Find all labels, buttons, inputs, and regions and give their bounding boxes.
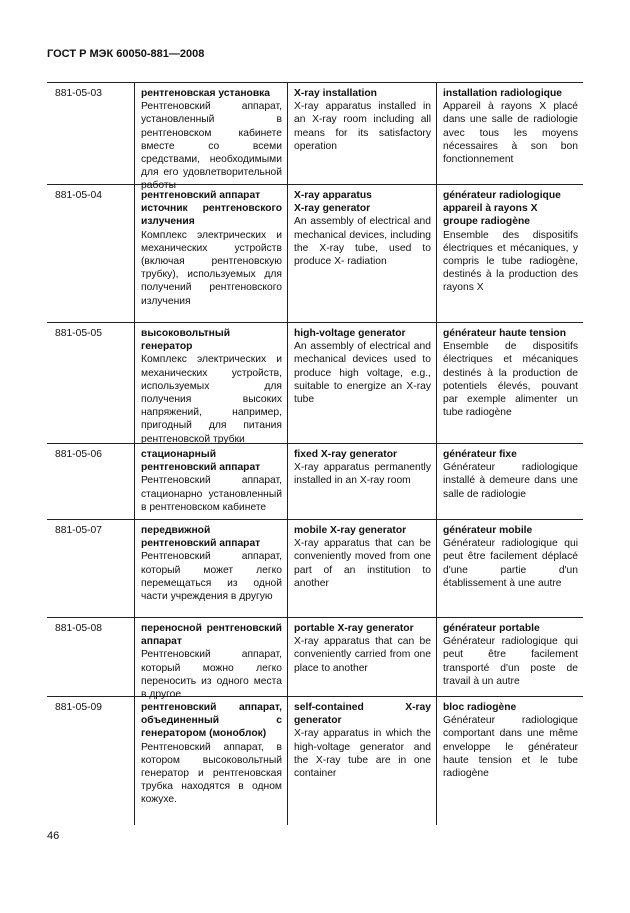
fr-cell: générateur fixe Générateur radiologique i… bbox=[437, 444, 583, 519]
term: self-contained X-ray generator bbox=[294, 702, 431, 727]
table-row: 881-05-05 высоковольтный генератор Комплек… bbox=[47, 323, 583, 445]
definition: Générateur radiologique comportant dans … bbox=[443, 715, 578, 780]
term: groupe radiogène bbox=[443, 216, 530, 228]
definition: Комплекс электрических и механических ус… bbox=[141, 229, 282, 307]
term: générateur portable bbox=[443, 623, 540, 634]
fr-cell: bloc radiogène Générateur radiologique co… bbox=[437, 697, 583, 825]
fr-cell: générateur radiologique appareil à rayons… bbox=[437, 185, 583, 322]
table-row: 881-05-08 переносной рентгеновский аппара… bbox=[47, 618, 583, 700]
en-cell: portable X-ray generator X-ray apparatus … bbox=[288, 618, 437, 696]
fr-cell: générateur mobile Générateur radiologique… bbox=[437, 520, 583, 617]
definition: X-ray apparatus that can be conveniently… bbox=[294, 636, 431, 674]
term: portable X-ray generator bbox=[294, 623, 414, 634]
term-table: 881-05-03 рентгеновская установка Рентгено… bbox=[47, 82, 583, 825]
term-code: 881-05-04 bbox=[47, 185, 135, 322]
table-row: 881-05-09 рентгеновский аппарат, объедине… bbox=[47, 697, 583, 825]
table-row: 881-05-04 рентгеновский аппарат источник р… bbox=[47, 185, 583, 323]
definition: Рентгеновский аппарат, который можно лег… bbox=[141, 649, 282, 701]
header-title: ГОСТ Р МЭК 60050-881—2008 bbox=[47, 48, 205, 60]
ru-cell: рентгеновский аппарат, объединенный с ге… bbox=[135, 697, 288, 825]
definition: An assembly of electrical and mechanical… bbox=[294, 341, 431, 406]
term: X-ray apparatus bbox=[294, 190, 372, 201]
term: générateur haute tension bbox=[443, 328, 567, 339]
definition: Ensemble de dispositifs électriques et m… bbox=[443, 341, 578, 419]
definition: Générateur radiologique qui peut être fa… bbox=[443, 636, 578, 687]
fr-cell: installation radiologique Appareil à rayo… bbox=[437, 83, 583, 184]
term: рентгеновский аппарат bbox=[141, 190, 261, 201]
definition: Рентгеновский аппарат, установленный в р… bbox=[141, 101, 282, 192]
definition: Ensemble des dispositifs électriques et … bbox=[443, 229, 578, 294]
term: high-voltage generator bbox=[294, 328, 406, 339]
term-code: 881-05-03 bbox=[47, 83, 135, 184]
definition: Рентгеновский аппарат, который может лег… bbox=[141, 551, 282, 603]
definition: Рентгеновский аппарат, стационарно устан… bbox=[141, 475, 282, 513]
ru-cell: стационарный рентгеновский аппарат Рентге… bbox=[135, 444, 288, 519]
term: bloc radiogène bbox=[443, 702, 517, 713]
en-cell: fixed X-ray generator X-ray apparatus per… bbox=[288, 444, 437, 519]
definition: An assembly of electrical and mechanical… bbox=[294, 216, 431, 268]
en-cell: high-voltage generator An assembly of ele… bbox=[288, 323, 437, 443]
term: X-ray generator bbox=[294, 203, 371, 215]
term-code: 881-05-08 bbox=[47, 618, 135, 696]
definition: X-ray apparatus installed in an X-ray ro… bbox=[294, 101, 431, 152]
term: installation radiologique bbox=[443, 88, 562, 99]
term: источник рентгеновского излучения bbox=[141, 203, 282, 228]
definition: Appareil à rayons X placé dans une salle… bbox=[443, 101, 578, 166]
term: X-ray installation bbox=[294, 88, 377, 99]
table-row: 881-05-03 рентгеновская установка Рентгено… bbox=[47, 83, 583, 191]
definition: X-ray apparatus in which the high-voltag… bbox=[294, 728, 431, 780]
term: рентгеновский аппарат, объединенный с ге… bbox=[141, 702, 282, 740]
definition: X-ray apparatus permanently installed in… bbox=[294, 462, 431, 487]
en-cell: X-ray apparatus X-ray generator An assembl… bbox=[288, 185, 437, 322]
term: рентгеновская установка bbox=[141, 88, 271, 99]
definition: X-ray apparatus that can be conveniently… bbox=[294, 538, 431, 589]
term: стационарный рентгеновский аппарат bbox=[141, 449, 261, 474]
term: высоковольтный генератор bbox=[141, 328, 231, 353]
ru-cell: передвижной рентгеновский аппарат Рентген… bbox=[135, 520, 288, 617]
term: mobile X-ray generator bbox=[294, 525, 407, 536]
fr-cell: générateur haute tension Ensemble de disp… bbox=[437, 323, 583, 443]
fr-cell: générateur portable Générateur radiologiq… bbox=[437, 618, 583, 696]
term: générateur radiologique bbox=[443, 190, 561, 201]
page-number: 46 bbox=[47, 830, 60, 842]
en-cell: X-ray installation X-ray apparatus instal… bbox=[288, 83, 437, 184]
table-row: 881-05-06 стационарный рентгеновский аппа… bbox=[47, 444, 583, 520]
term-code: 881-05-07 bbox=[47, 520, 135, 617]
term: переносной рентгеновский аппарат bbox=[141, 623, 282, 648]
term-code: 881-05-05 bbox=[47, 323, 135, 443]
definition: Комплекс электрических и механических ус… bbox=[141, 354, 282, 445]
term: générateur fixe bbox=[443, 449, 517, 460]
term: передвижной рентгеновский аппарат bbox=[141, 525, 261, 550]
en-cell: self-contained X-ray generator X-ray appa… bbox=[288, 697, 437, 825]
definition: Рентгеновский аппарат, в котором высоков… bbox=[141, 741, 282, 806]
ru-cell: рентгеновский аппарат источник рентгеновс… bbox=[135, 185, 288, 322]
table-row: 881-05-07 передвижной рентгеновский аппар… bbox=[47, 520, 583, 618]
term: générateur mobile bbox=[443, 525, 533, 536]
definition: Générateur radiologique installé à demeu… bbox=[443, 462, 578, 500]
definition: Générateur radiologique qui peut être fa… bbox=[443, 538, 578, 589]
term-code: 881-05-09 bbox=[47, 697, 135, 825]
term: appareil à rayons X bbox=[443, 203, 538, 215]
ru-cell: высоковольтный генератор Комплекс электри… bbox=[135, 323, 288, 445]
en-cell: mobile X-ray generator X-ray apparatus th… bbox=[288, 520, 437, 617]
term: fixed X-ray generator bbox=[294, 449, 398, 460]
ru-cell: рентгеновская установка Рентгеновский апп… bbox=[135, 83, 288, 191]
ru-cell: переносной рентгеновский аппарат Рентгено… bbox=[135, 618, 288, 700]
term-code: 881-05-06 bbox=[47, 444, 135, 519]
